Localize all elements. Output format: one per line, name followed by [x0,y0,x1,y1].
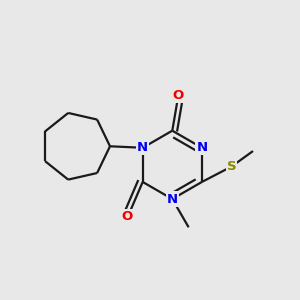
Text: S: S [227,160,236,173]
Text: N: N [167,193,178,206]
Text: O: O [172,89,184,102]
Text: N: N [196,141,208,154]
Text: N: N [137,141,148,154]
Text: O: O [121,210,133,223]
